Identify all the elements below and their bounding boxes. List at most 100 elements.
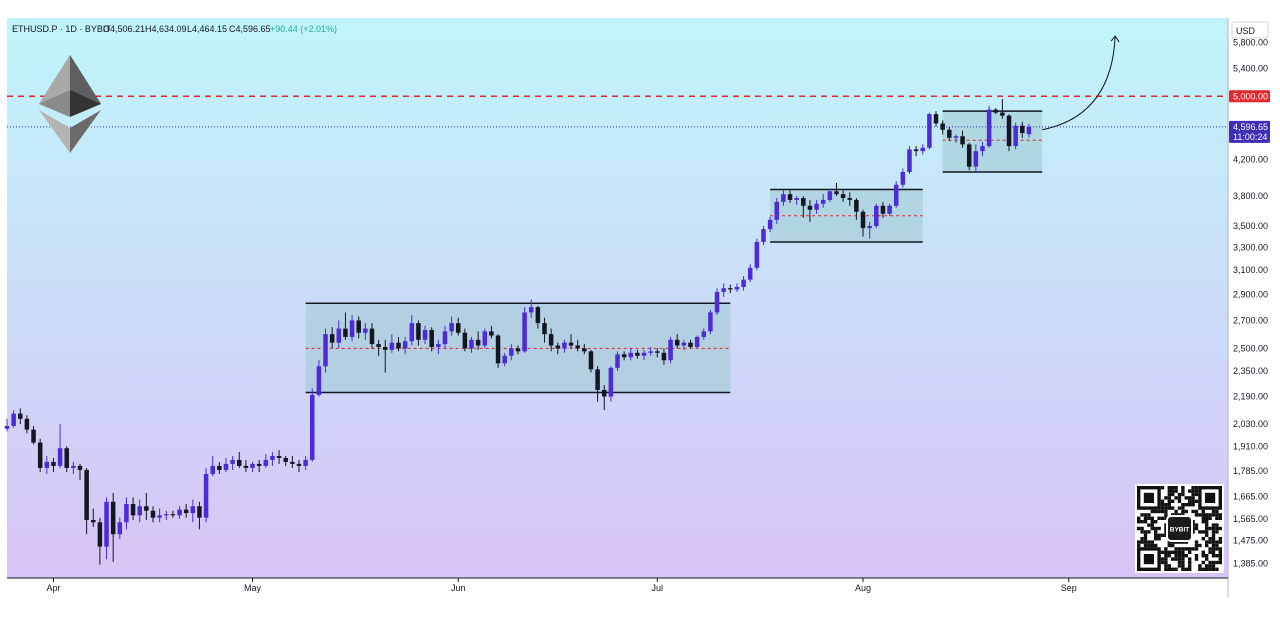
qr-module	[1167, 486, 1171, 490]
qr-module	[1171, 506, 1175, 510]
qr-module	[1137, 540, 1141, 544]
candle-body	[130, 504, 136, 516]
qr-module	[1154, 543, 1158, 548]
qr-module	[1208, 550, 1212, 554]
qr-module	[1137, 543, 1141, 548]
candle	[761, 226, 766, 246]
qr-module	[1147, 516, 1151, 520]
qr-module	[1218, 540, 1222, 544]
candle	[1000, 99, 1005, 119]
qr-module	[1198, 513, 1202, 517]
qr-module	[1177, 554, 1182, 558]
month-tick-label: Jun	[451, 583, 466, 593]
qr-module	[1191, 499, 1195, 503]
qr-module	[1177, 540, 1182, 544]
candle	[502, 352, 507, 367]
qr-module	[1194, 543, 1199, 548]
qr-module	[1147, 513, 1151, 517]
open-value: O4,506.21	[103, 24, 145, 34]
qr-module	[1194, 492, 1199, 497]
qr-module	[1181, 489, 1185, 493]
candle-body	[628, 352, 634, 358]
currency-box[interactable]	[1231, 21, 1269, 39]
candle-body	[880, 205, 886, 214]
candle-body	[582, 348, 587, 352]
candle	[236, 452, 242, 468]
qr-module	[1181, 564, 1185, 568]
qr-module	[1147, 523, 1151, 527]
plot-background	[7, 18, 1228, 578]
candle-body	[562, 342, 567, 349]
candle-body	[794, 198, 799, 200]
candle	[1013, 122, 1018, 150]
qr-module	[1211, 560, 1216, 565]
candle	[382, 339, 388, 373]
candle-body	[190, 506, 196, 514]
qr-module	[1184, 509, 1188, 514]
qr-module	[1143, 516, 1148, 520]
candle	[694, 335, 700, 349]
candle	[986, 105, 992, 148]
candle-body	[820, 199, 826, 204]
qr-module	[1167, 540, 1171, 544]
candle	[97, 517, 103, 565]
qr-module	[1205, 557, 1209, 561]
qr-module	[1194, 523, 1199, 527]
qr-code: BYBIT	[1135, 484, 1224, 573]
candle-body	[290, 461, 295, 464]
candle	[203, 467, 209, 523]
candle-body	[781, 194, 786, 202]
projection-arrow	[1042, 35, 1120, 131]
candle	[621, 351, 627, 361]
close-value: C4,596.65	[229, 24, 271, 34]
qr-module	[1205, 530, 1209, 534]
candle	[117, 517, 123, 540]
price-tick-label: 2,030.00	[1233, 419, 1268, 429]
candle	[51, 457, 56, 472]
candle-body	[681, 342, 687, 346]
qr-module	[1184, 547, 1188, 551]
qr-module	[1211, 509, 1216, 514]
qr-module	[1174, 550, 1178, 554]
candle-body	[91, 519, 96, 523]
qr-module	[1181, 540, 1185, 544]
candle-body	[64, 448, 69, 468]
candle	[953, 134, 959, 143]
qr-finder-inner	[1143, 492, 1154, 503]
qr-module	[1147, 540, 1151, 544]
candle	[290, 455, 295, 468]
candle	[44, 455, 50, 475]
candle-body	[422, 329, 428, 340]
candle-body	[57, 448, 63, 466]
qr-module	[1171, 557, 1175, 561]
candle	[223, 457, 229, 472]
candle	[18, 408, 23, 425]
candle-body	[940, 123, 945, 130]
projection-curve	[1042, 36, 1116, 131]
candle-body	[927, 114, 932, 148]
candle-body	[429, 329, 434, 347]
candle-body	[455, 323, 461, 333]
candle-body	[51, 461, 56, 466]
candle-body	[542, 323, 547, 335]
price-tick-label: 1,385.00	[1233, 558, 1268, 568]
qr-module	[1208, 547, 1212, 551]
candle	[316, 360, 322, 397]
qr-module	[1174, 513, 1178, 517]
qr-module	[1184, 554, 1188, 558]
candle	[495, 334, 501, 368]
qr-module	[1205, 513, 1209, 517]
candle	[183, 504, 189, 518]
candle-body	[409, 323, 415, 342]
candle	[190, 499, 196, 523]
qr-module	[1137, 520, 1141, 524]
candle-body	[601, 389, 607, 397]
qr-module	[1188, 567, 1192, 571]
qr-module	[1201, 537, 1205, 541]
candle	[681, 339, 687, 350]
candle	[568, 334, 574, 349]
candle	[734, 283, 740, 292]
qr-module	[1181, 492, 1185, 497]
candle	[920, 144, 926, 155]
qr-module	[1164, 554, 1168, 558]
